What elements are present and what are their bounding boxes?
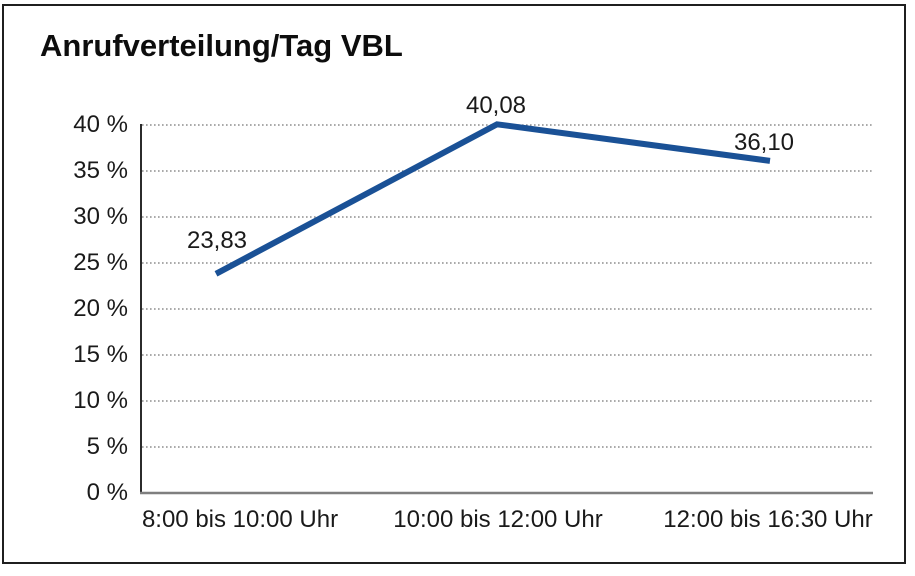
chart-title: Anrufverteilung/Tag VBL (40, 28, 403, 63)
y-tick-label: 35 % (73, 157, 128, 184)
series-line (214, 121, 771, 277)
y-tick-label: 40 % (73, 111, 128, 138)
x-axis-label: 8:00 bis 10:00 Uhr (141, 506, 339, 533)
y-tick-label: 5 % (86, 433, 128, 460)
x-axis-label: 10:00 bis 12:00 Uhr (393, 506, 603, 533)
data-point-label: 23,83 (186, 227, 248, 254)
x-axis-label: 12:00 bis 16:30 Uhr (663, 506, 873, 533)
y-tick-label: 25 % (73, 249, 128, 276)
y-tick-label: 15 % (73, 341, 128, 368)
y-tick-label: 0 % (86, 479, 128, 506)
data-point-label: 40,08 (465, 92, 527, 119)
y-tick-label: 20 % (73, 295, 128, 322)
y-tick-label: 30 % (73, 203, 128, 230)
y-tick-label: 10 % (73, 387, 128, 414)
data-point-label: 36,10 (733, 129, 795, 156)
